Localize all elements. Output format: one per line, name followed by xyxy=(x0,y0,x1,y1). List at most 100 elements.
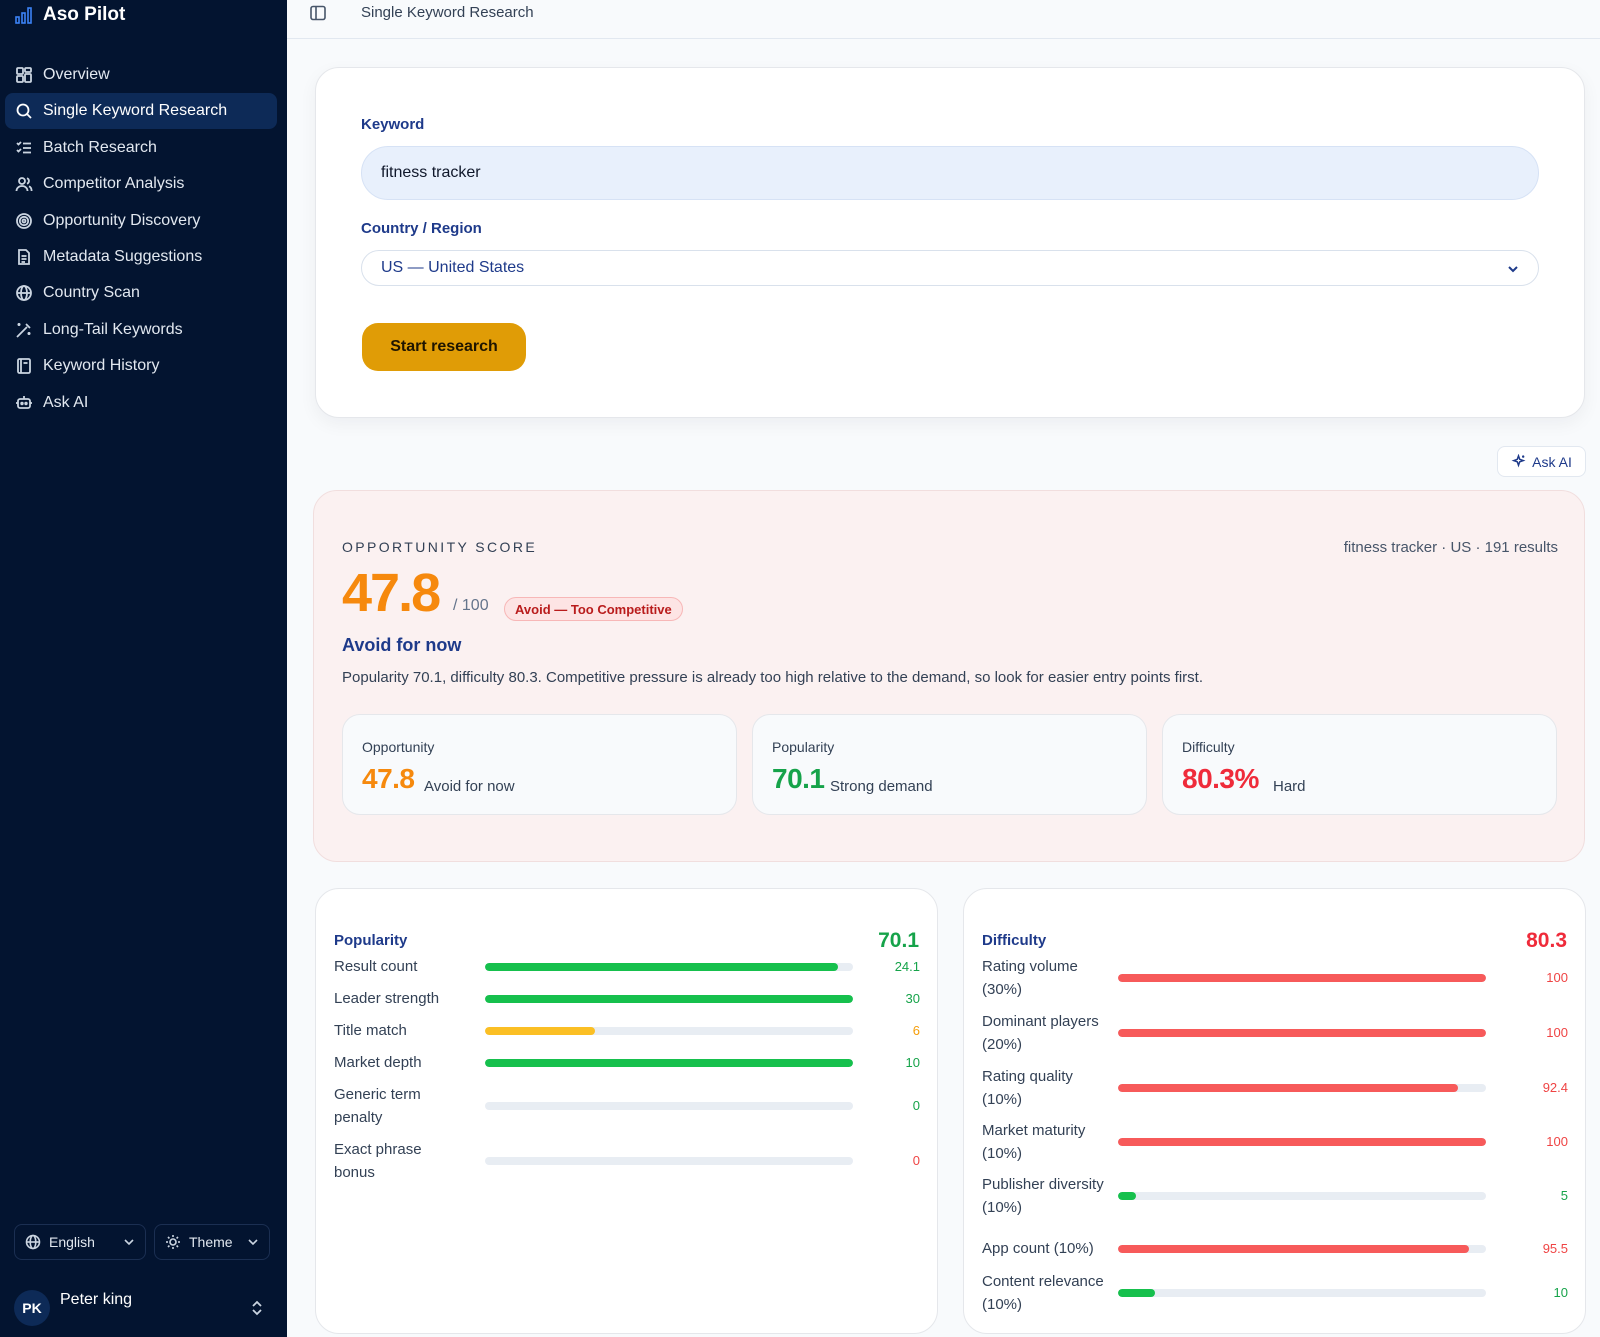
breakdown-bar-track xyxy=(1118,1138,1486,1146)
avatar: PK xyxy=(14,1290,50,1326)
metric-desc: Strong demand xyxy=(830,778,933,795)
panel-title: Difficulty xyxy=(982,932,1047,949)
metric-desc: Avoid for now xyxy=(424,778,515,795)
sidebar-item-ask-ai[interactable]: Ask AI xyxy=(5,385,277,421)
breakdown-bar-fill xyxy=(485,1059,853,1067)
breakdown-row: Generic term penalty 0 xyxy=(334,1083,920,1129)
breakdown-value: 10 xyxy=(1553,1285,1568,1300)
breakdown-label: Result count xyxy=(334,958,418,975)
breakdown-bar-track xyxy=(485,1102,853,1110)
keyword-input[interactable]: fitness tracker xyxy=(361,146,1539,200)
breakdown-bar-fill xyxy=(1118,1084,1459,1092)
notebook-icon xyxy=(17,358,31,375)
sidebar-toggle-icon[interactable] xyxy=(309,4,327,22)
breakdown-bar-fill xyxy=(1118,1138,1486,1146)
sidebar-nav: Overview Single Keyword Research Batch R… xyxy=(5,57,277,421)
breakdown-label: Market depth xyxy=(334,1054,422,1071)
list-checks-icon xyxy=(16,141,31,154)
ask-ai-button[interactable]: Ask AI xyxy=(1497,446,1586,477)
metric-card-opportunity: Opportunity 47.8 Avoid for now xyxy=(342,714,737,815)
breakdown-bar-track xyxy=(485,1027,853,1035)
opportunity-score-card: OPPORTUNITY SCORE fitness tracker · US ·… xyxy=(313,490,1585,862)
breakdown-value: 6 xyxy=(912,1023,920,1038)
breakdown-bar-fill xyxy=(1118,1289,1155,1297)
sidebar-item-label: Long-Tail Keywords xyxy=(43,320,183,338)
metric-label: Popularity xyxy=(772,739,835,755)
target-icon xyxy=(16,212,32,229)
breakdown-bar-fill xyxy=(1118,1029,1486,1037)
users-icon xyxy=(15,177,33,192)
sparkles-icon xyxy=(1511,454,1526,468)
wand-icon xyxy=(16,322,31,338)
metric-label: Opportunity xyxy=(362,739,435,755)
score-out-of: / 100 xyxy=(453,597,489,614)
sidebar-item-label: Single Keyword Research xyxy=(43,102,228,120)
theme-select[interactable]: Theme xyxy=(154,1224,270,1260)
sidebar-item-label: Overview xyxy=(43,66,110,83)
breakdown-bar-fill xyxy=(485,1027,596,1035)
breakdown-bar-track xyxy=(1118,1192,1486,1200)
breakdown-label: Market maturity (10%) xyxy=(982,1122,1086,1162)
breakdown-row: Title match 6 xyxy=(334,1019,920,1043)
brand[interactable]: Aso Pilot xyxy=(15,4,125,26)
breakdown-value: 30 xyxy=(905,991,920,1006)
bot-icon xyxy=(16,395,32,409)
breakdown-row: Rating volume (30%) 100 xyxy=(982,955,1568,1001)
panel-total: 70.1 xyxy=(878,929,919,952)
chevron-down-icon xyxy=(1508,266,1518,273)
breakdown-value: 5 xyxy=(1560,1188,1568,1203)
sidebar-item-batch-research[interactable]: Batch Research xyxy=(5,130,277,166)
metric-value: 80.3% xyxy=(1182,763,1259,794)
country-select[interactable]: US — United States xyxy=(361,250,1539,286)
breakdown-bar-track xyxy=(1118,974,1486,982)
breakdown-label: Generic term penalty xyxy=(334,1086,421,1126)
breakdown-row: App count (10%) 95.5 xyxy=(982,1237,1568,1261)
start-research-button[interactable]: Start research xyxy=(362,323,526,371)
metric-label: Difficulty xyxy=(1182,739,1235,755)
breakdown-bar-track xyxy=(1118,1084,1486,1092)
popularity-panel: Popularity 70.1 Result count 24.1 Leader s… xyxy=(315,888,938,1334)
breakdown-bar-fill xyxy=(1118,1245,1470,1253)
theme-label: Theme xyxy=(189,1234,233,1250)
sidebar-item-label: Opportunity Discovery xyxy=(43,211,201,229)
breakdown-bar-track xyxy=(485,963,853,971)
sidebar-item-label: Keyword History xyxy=(43,357,160,375)
language-select[interactable]: English xyxy=(14,1224,146,1260)
sidebar-item-metadata-suggestions[interactable]: Metadata Suggestions xyxy=(5,239,277,275)
breakdown-row: Rating quality (10%) 92.4 xyxy=(982,1065,1568,1111)
topbar: Single Keyword Research xyxy=(287,0,1600,39)
sidebar-item-competitor-analysis[interactable]: Competitor Analysis xyxy=(5,166,277,202)
breakdown-label: Rating volume (30%) xyxy=(982,958,1078,998)
breakdown-bar-fill xyxy=(485,963,839,971)
breakdown-row: Publisher diversity (10%) 5 xyxy=(982,1173,1568,1219)
globe-icon xyxy=(25,1234,41,1250)
research-form-card: Keyword fitness tracker Country / Region… xyxy=(315,67,1585,418)
breakdown-label: App count (10%) xyxy=(982,1240,1094,1257)
sidebar-item-label: Metadata Suggestions xyxy=(43,247,203,265)
sidebar: Aso Pilot Overview Single Keyword Resear… xyxy=(0,0,287,1337)
breadcrumb: Single Keyword Research xyxy=(361,4,534,21)
sidebar-item-single-keyword-research[interactable]: Single Keyword Research xyxy=(5,93,277,130)
search-icon xyxy=(16,103,32,120)
breakdown-label: Content relevance (10%) xyxy=(982,1273,1104,1313)
breakdown-label: Leader strength xyxy=(334,990,440,1007)
sidebar-item-country-scan[interactable]: Country Scan xyxy=(5,275,277,311)
metric-value: 47.8 xyxy=(362,763,415,794)
breakdown-label: Title match xyxy=(334,1022,407,1039)
breakdown-value: 92.4 xyxy=(1542,1080,1568,1095)
breakdown-row: Dominant players (20%) 100 xyxy=(982,1010,1568,1056)
chevrons-up-down-icon xyxy=(252,1300,262,1316)
breakdown-label: Exact phrase bonus xyxy=(334,1141,422,1181)
country-select-value: US — United States xyxy=(381,259,525,276)
breakdown-bar-track xyxy=(485,1157,853,1165)
language-label: English xyxy=(49,1234,95,1250)
sidebar-controls: English Theme xyxy=(14,1224,270,1260)
sidebar-item-overview[interactable]: Overview xyxy=(5,57,277,93)
sidebar-item-keyword-history[interactable]: Keyword History xyxy=(5,348,277,384)
sidebar-item-opportunity-discovery[interactable]: Opportunity Discovery xyxy=(5,203,277,239)
ask-ai-label: Ask AI xyxy=(1532,453,1572,470)
sidebar-item-long-tail-keywords[interactable]: Long-Tail Keywords xyxy=(5,312,277,348)
sidebar-item-label: Ask AI xyxy=(43,393,89,411)
breakdown-value: 100 xyxy=(1546,970,1568,985)
user-menu[interactable]: PK Peter king xyxy=(14,1287,274,1329)
